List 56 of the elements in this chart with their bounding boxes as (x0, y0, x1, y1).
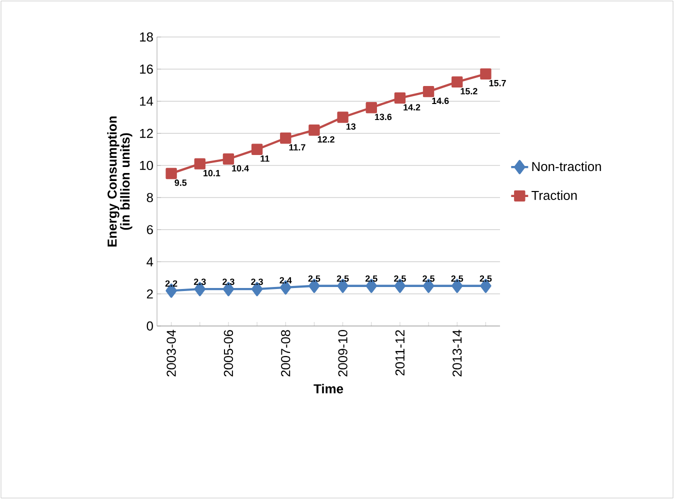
data-label: 13 (346, 123, 356, 130)
x-axis-title: Time (314, 384, 344, 394)
y-tick-label: 6 (146, 225, 153, 234)
x-tick-label: 2013-14 (452, 330, 462, 376)
data-label: 12.2 (318, 136, 334, 142)
data-label: 2.5 (480, 275, 492, 282)
point (251, 144, 263, 155)
data-label: 2.3 (222, 278, 234, 285)
data-label: 15.2 (460, 88, 478, 94)
point (366, 102, 377, 114)
point (280, 132, 292, 144)
x-tick-label: 2005-06 (224, 330, 234, 376)
point (194, 158, 206, 170)
y-tick-label: 8 (146, 192, 153, 202)
data-label: 2.5 (336, 275, 349, 282)
legend-label: Traction (532, 190, 577, 200)
data-label: 2.4 (280, 277, 292, 284)
data-label: 11.7 (289, 144, 306, 150)
point (480, 68, 492, 80)
x-tick-label: 2003-04 (166, 330, 176, 376)
data-label: 2.5 (394, 275, 406, 282)
y-tick-label: 10 (140, 160, 153, 170)
data-label: 9.5 (174, 180, 187, 186)
data-label: 2.2 (165, 280, 178, 287)
legend-label: Non-traction (532, 162, 601, 172)
y-tick-label: 4 (146, 257, 154, 266)
point (422, 86, 434, 98)
data-label: 2.3 (251, 278, 263, 285)
x-tick-label: 2011-12 (395, 330, 405, 376)
y-tick-label: 0 (146, 321, 153, 331)
x-tick-label: 2009-10 (338, 330, 348, 376)
data-label: 2.5 (422, 275, 435, 282)
y-axis-title: Energy Consumption (in billion units) (107, 116, 132, 246)
point (337, 112, 348, 123)
data-label: 14.6 (432, 98, 449, 104)
y-tick-label: 12 (140, 128, 153, 138)
point (452, 76, 463, 88)
y-tick-label: 16 (140, 64, 153, 74)
y-tick-label: 18 (140, 32, 153, 42)
x-tick-label: 2007-08 (281, 330, 290, 376)
data-label: 2.5 (365, 275, 378, 282)
point (166, 168, 177, 180)
data-label: 2.3 (194, 278, 206, 285)
point (394, 92, 406, 104)
data-label: 14.2 (404, 104, 420, 110)
data-label: 10.1 (204, 170, 220, 176)
data-label: 2.5 (451, 275, 464, 282)
y-tick-label: 2 (146, 289, 153, 298)
point (222, 153, 234, 165)
data-label: 15.7 (489, 80, 506, 86)
data-label: 2.5 (308, 275, 320, 282)
data-label: 11 (260, 155, 270, 162)
point (308, 124, 320, 136)
y-tick-label: 14 (140, 96, 154, 106)
data-label: 10.4 (232, 165, 249, 172)
data-label: 13.6 (375, 114, 392, 120)
